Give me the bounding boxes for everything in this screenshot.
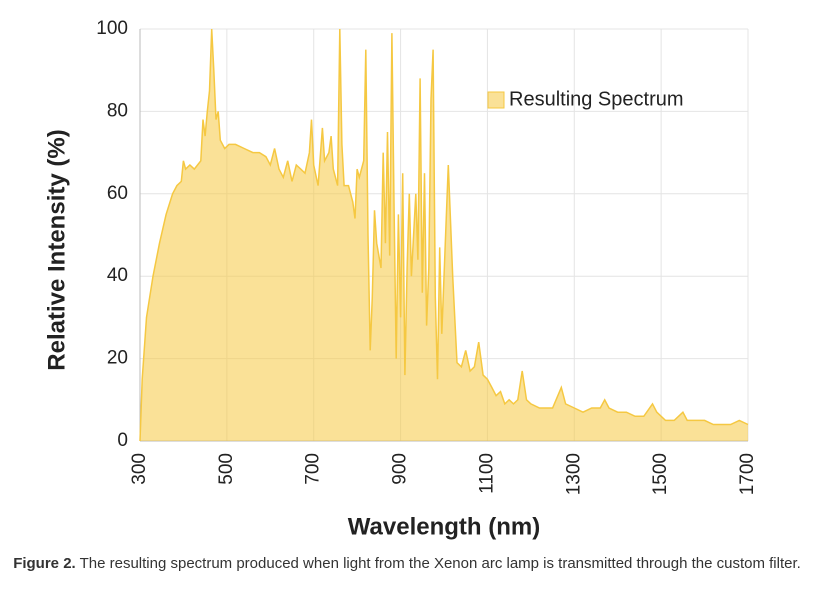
- x-tick-label: 900: [390, 453, 411, 485]
- x-tick-label: 1300: [563, 453, 584, 495]
- x-tick-label: 1100: [476, 453, 497, 494]
- y-tick-label: 100: [96, 18, 128, 39]
- x-tick-label: 300: [129, 453, 150, 485]
- legend-swatch: [487, 91, 505, 109]
- x-tick-label: 700: [303, 453, 324, 485]
- legend-label: Resulting Spectrum: [509, 88, 684, 110]
- y-axis-title: Relative Intensity (%): [43, 129, 70, 370]
- x-tick-label: 1700: [737, 453, 758, 495]
- y-tick-label: 80: [107, 100, 128, 121]
- chart: 0 20 40 60 80 100 300 500 700 900 1100 1300 1500 1700…: [43, 18, 758, 540]
- caption-label: Figure 2.: [13, 555, 76, 572]
- x-axis-title: Wavelength (nm): [348, 513, 540, 540]
- caption: Figure 2. The resulting spectrum produce…: [0, 550, 814, 577]
- y-tick-label: 0: [117, 430, 128, 451]
- x-tick-label: 500: [216, 453, 237, 485]
- y-tick-label: 20: [107, 348, 128, 369]
- caption-text: The resulting spectrum produced when lig…: [79, 555, 801, 572]
- line: [139, 28, 749, 442]
- x-tick-label: 1500: [650, 453, 671, 495]
- area: [140, 29, 748, 441]
- y-tick-label: 40: [107, 265, 128, 286]
- y-tick-label: 60: [107, 183, 128, 204]
